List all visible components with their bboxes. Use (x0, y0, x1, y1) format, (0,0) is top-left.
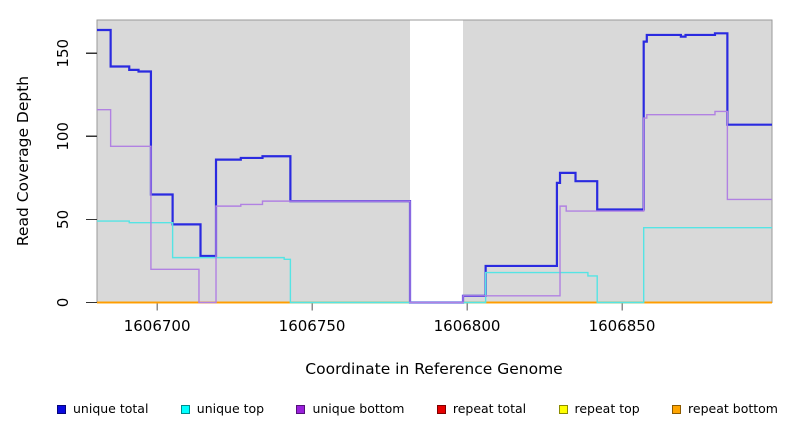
legend-label: repeat total (452, 400, 527, 416)
legend-swatch-icon (180, 404, 190, 414)
x-tick-label: 1606800 (434, 317, 501, 335)
legend-label: unique total (73, 400, 149, 416)
y-tick-label: 100 (54, 122, 72, 151)
covered-region (97, 20, 411, 303)
y-axis-title: Read Coverage Depth (14, 76, 32, 246)
x-tick-label: 1606850 (589, 317, 656, 335)
series-unique-bottom-line (97, 109, 772, 304)
chart-legend: unique total unique top unique bottom repea… (0, 392, 792, 432)
legend-item-unique-top: unique top (180, 400, 265, 416)
legend-item-repeat-total: repeat total (436, 400, 527, 416)
legend-item-repeat-top: repeat top (558, 400, 640, 416)
y-tick-label: 50 (54, 210, 72, 229)
x-tick-label: 1606700 (124, 317, 191, 335)
legend-item-repeat-bottom: repeat bottom (672, 400, 778, 416)
plot-generated-layer: 1606700 1606750 1606800 1606850 0 50 100 150 (54, 19, 773, 335)
covered-region (463, 20, 772, 303)
y-tick-label: 150 (54, 39, 72, 68)
legend-item-unique-total: unique total (57, 400, 149, 416)
y-tick-label: 0 (54, 298, 72, 308)
legend-swatch-icon (436, 404, 446, 414)
legend-swatch-icon (57, 404, 66, 414)
x-axis-title: Coordinate in Reference Genome (305, 360, 562, 378)
legend-label: unique top (196, 400, 265, 416)
legend-swatch-icon (296, 404, 306, 414)
legend-label: unique bottom (312, 400, 405, 416)
series-unique-top-line (97, 220, 772, 304)
coverage-plot-svg: 1606700 1606750 1606800 1606850 0 50 100 150 Re… (14, 19, 773, 378)
legend-swatch-icon (558, 404, 568, 414)
x-tick-label: 1606750 (279, 317, 346, 335)
legend-label: repeat top (574, 400, 640, 416)
legend-label: repeat bottom (688, 400, 778, 416)
legend-swatch-icon (672, 404, 682, 414)
legend-item-unique-bottom: unique bottom (296, 400, 405, 416)
